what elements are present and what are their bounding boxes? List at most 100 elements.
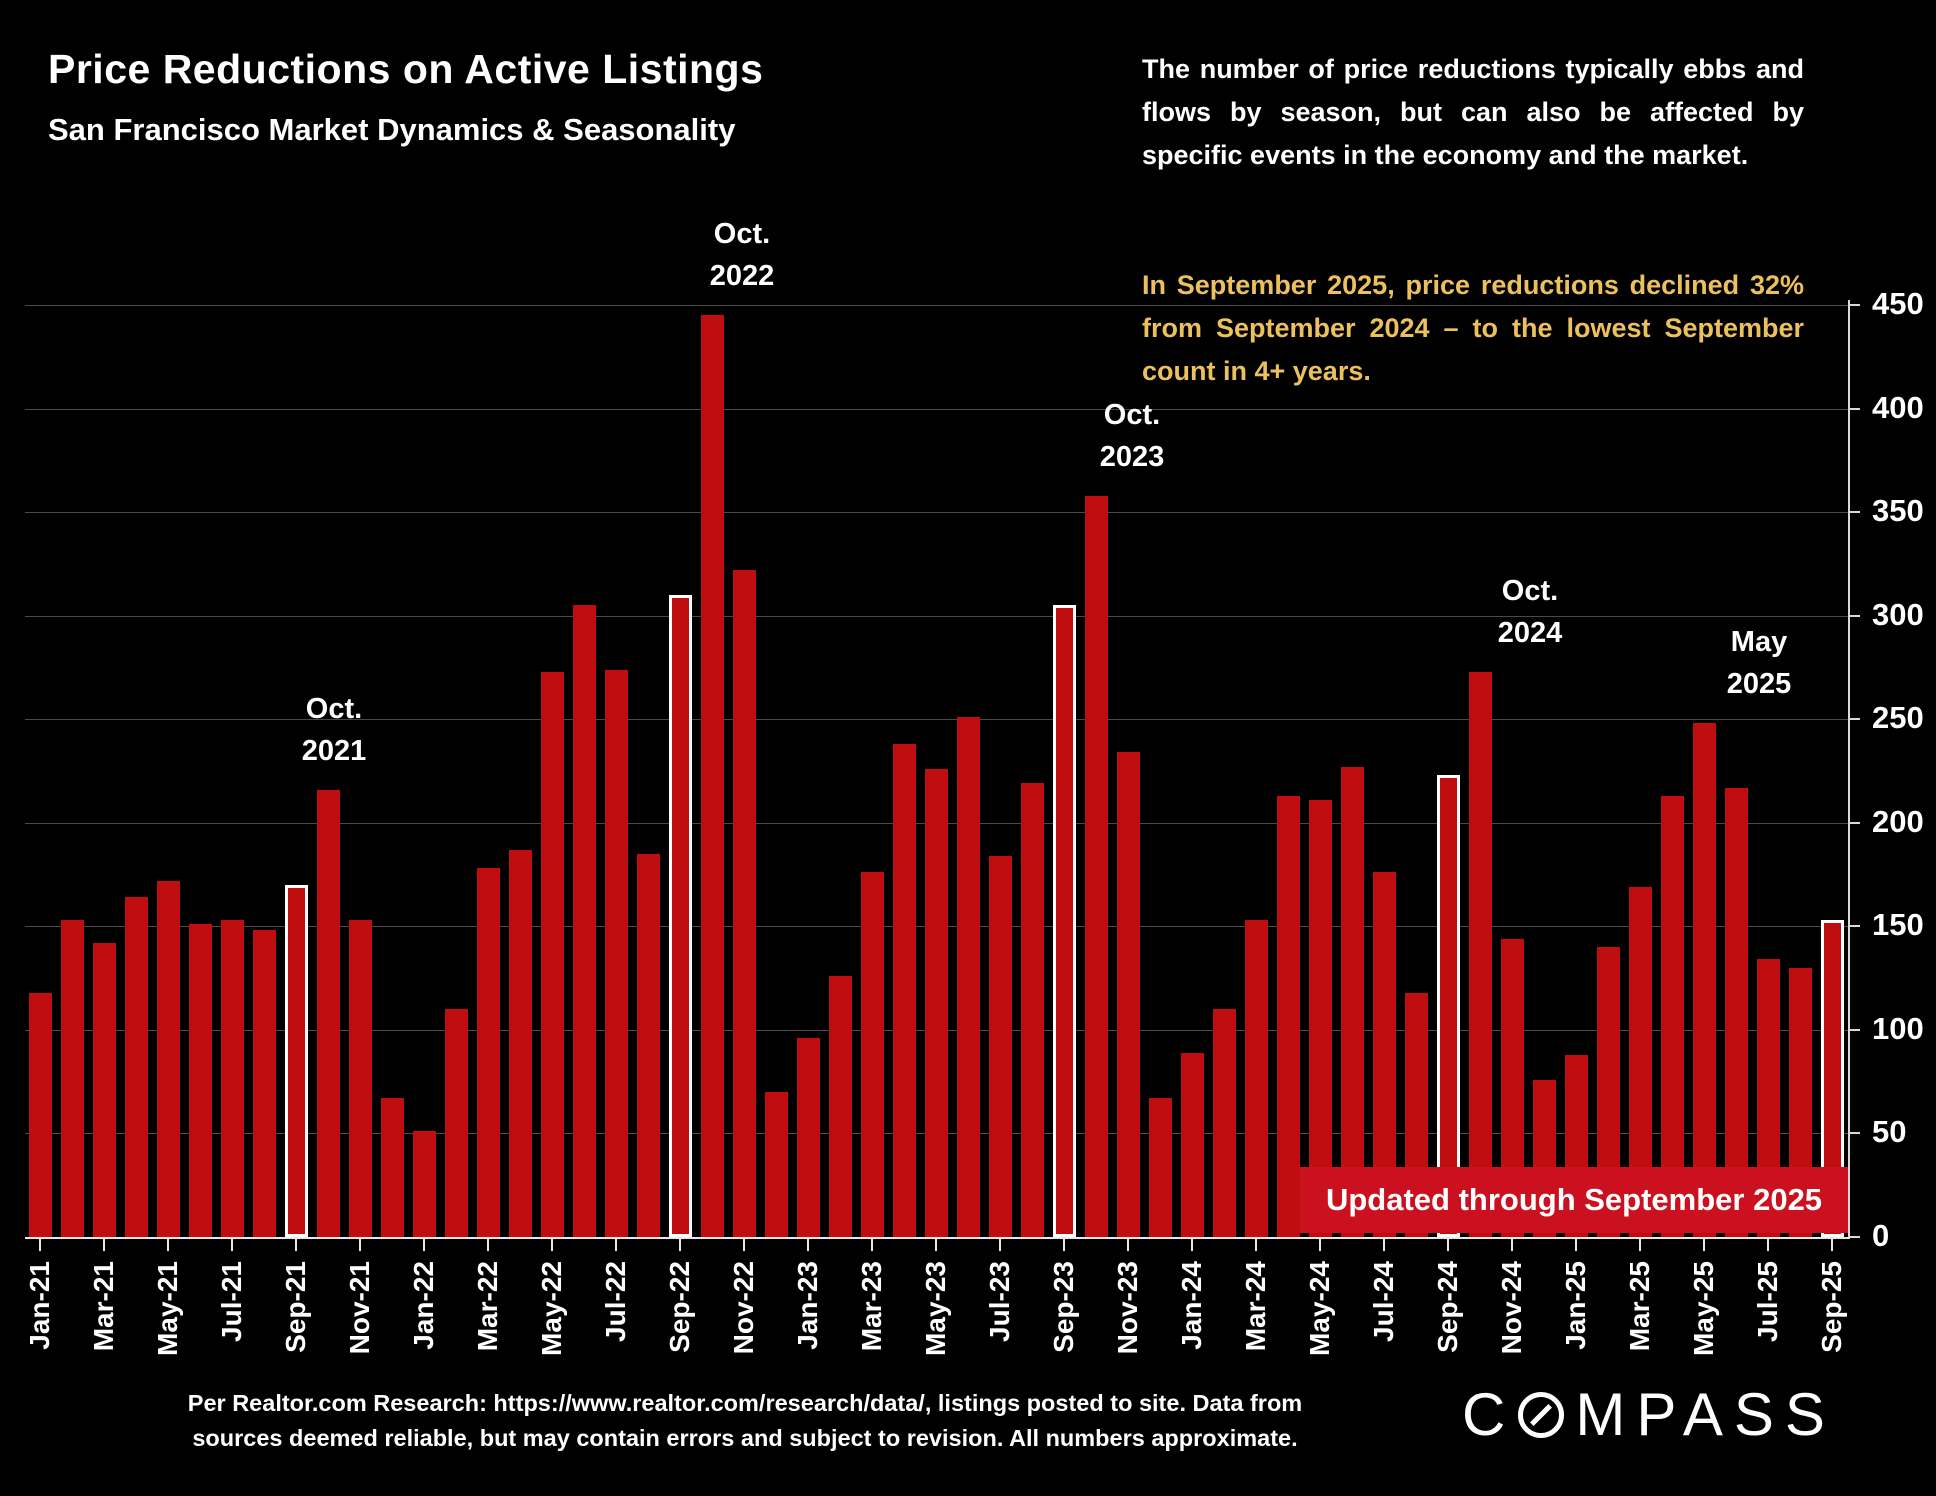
annotation-line2: 2021: [301, 734, 367, 767]
highlight-commentary-text: In September 2025, price reductions decl…: [1142, 270, 1804, 387]
x-axis-tick: [1063, 1239, 1065, 1251]
bar-Aug-21: [252, 930, 276, 1237]
y-axis-label: 250: [1872, 700, 1924, 736]
bar-Jan-24: [1180, 1052, 1204, 1237]
x-axis-label: Sep-23: [1048, 1261, 1079, 1353]
x-axis-tick: [1383, 1239, 1385, 1251]
bar-Sep-24: [1436, 775, 1460, 1237]
y-axis-label: 350: [1872, 493, 1924, 529]
page-subtitle: San Francisco Market Dynamics & Seasonal…: [48, 112, 736, 147]
bar-Apr-22: [508, 849, 532, 1237]
compass-logo-text-c: C: [1462, 1381, 1517, 1448]
x-axis-line: [25, 1237, 1850, 1239]
bar-Mar-24: [1244, 920, 1268, 1237]
y-axis-tick: [1848, 1236, 1860, 1238]
x-axis-label: May-25: [1688, 1261, 1719, 1356]
source-disclaimer-line2: sources deemed reliable, but may contain…: [192, 1425, 1298, 1452]
x-axis-label: Mar-21: [88, 1261, 119, 1352]
x-axis-tick: [807, 1239, 809, 1251]
source-disclaimer-line1: Per Realtor.com Research: https://www.re…: [187, 1390, 1303, 1416]
x-axis-tick: [1703, 1239, 1705, 1251]
bar-Feb-22: [444, 1009, 468, 1237]
compass-logo-o-icon: [1518, 1391, 1565, 1438]
bar-May-21: [156, 880, 180, 1237]
y-axis-spine: [1848, 300, 1850, 1239]
bar-Sep-23: [1052, 605, 1076, 1237]
x-axis-tick: [551, 1239, 553, 1251]
annotation-oct-2023: Oct. 2023: [1100, 394, 1165, 478]
bar-Feb-23: [828, 976, 852, 1237]
bar-Jan-21: [28, 992, 52, 1237]
x-axis-label: Jan-25: [1560, 1261, 1591, 1350]
bar-Feb-24: [1212, 1009, 1236, 1237]
x-axis-label: May-23: [920, 1261, 951, 1356]
y-axis-tick: [1848, 1028, 1860, 1031]
x-axis-tick: [1255, 1239, 1257, 1251]
bar-Apr-23: [892, 744, 916, 1237]
bar-Jan-23: [796, 1038, 820, 1237]
x-axis-label: Mar-23: [856, 1261, 887, 1352]
x-axis-label: Nov-21: [344, 1261, 375, 1355]
annotation-line1: May: [1730, 626, 1788, 659]
bar-May-23: [924, 768, 948, 1237]
bar-Oct-23: [1084, 495, 1108, 1237]
annotation-line2: 2024: [1497, 616, 1563, 649]
bar-Sep-25: [1820, 920, 1844, 1237]
gridline-300: [25, 615, 1848, 617]
x-axis-tick: [423, 1239, 425, 1251]
bar-Oct-24: [1468, 671, 1492, 1237]
x-axis-tick: [1127, 1239, 1129, 1251]
x-axis-tick: [167, 1239, 169, 1251]
x-axis-label: Sep-24: [1432, 1261, 1463, 1353]
updated-through-banner: Updated through September 2025: [1300, 1167, 1848, 1233]
compass-logo-text-mpass: MPASS: [1575, 1381, 1836, 1448]
annotation-may-2025: May 2025: [1727, 621, 1792, 705]
bar-Nov-22: [732, 570, 756, 1237]
bar-Jul-21: [220, 920, 244, 1237]
bar-Mar-23: [860, 872, 884, 1237]
annotation-line2: 2025: [1726, 668, 1792, 701]
y-axis-label: 400: [1872, 389, 1924, 425]
x-axis-tick: [1575, 1239, 1577, 1251]
x-axis-label: Sep-22: [664, 1261, 695, 1353]
x-axis-label: Sep-21: [280, 1261, 311, 1353]
bar-Dec-22: [764, 1092, 788, 1237]
bar-Sep-22: [668, 594, 692, 1237]
bar-Jun-22: [572, 605, 596, 1237]
bar-Apr-21: [124, 897, 148, 1237]
bar-May-24: [1308, 799, 1332, 1237]
bar-Apr-25: [1660, 795, 1684, 1237]
y-axis-tick: [1848, 1132, 1860, 1135]
x-axis-label: Nov-22: [728, 1261, 759, 1355]
x-axis-tick: [871, 1239, 873, 1251]
x-axis-label: Jul-25: [1752, 1261, 1783, 1342]
gridline-350: [25, 512, 1848, 514]
x-axis-tick: [1831, 1239, 1833, 1251]
x-axis-tick: [743, 1239, 745, 1251]
x-axis-tick: [1447, 1239, 1449, 1251]
bar-Sep-21: [284, 884, 308, 1237]
y-axis-label: 100: [1872, 1010, 1924, 1046]
annotation-line1: Oct.: [1501, 574, 1559, 607]
page-title: Price Reductions on Active Listings: [48, 46, 764, 92]
y-axis-tick: [1848, 614, 1860, 617]
x-axis-tick: [999, 1239, 1001, 1251]
x-axis-tick: [1639, 1239, 1641, 1251]
bar-Nov-23: [1116, 752, 1140, 1237]
y-axis-label: 50: [1872, 1114, 1907, 1150]
annotation-oct-2024: Oct. 2024: [1498, 570, 1563, 654]
bar-Mar-22: [476, 868, 500, 1237]
bar-Feb-21: [60, 920, 84, 1237]
bar-Aug-23: [1020, 783, 1044, 1237]
x-axis-tick: [615, 1239, 617, 1251]
y-axis-label: 300: [1872, 596, 1924, 632]
annotation-oct-2021: Oct. 2021: [302, 688, 367, 772]
bar-May-22: [540, 671, 564, 1237]
bar-Apr-24: [1276, 795, 1300, 1237]
y-axis-tick: [1848, 304, 1860, 306]
y-axis-tick: [1848, 821, 1860, 824]
bar-Oct-22: [700, 315, 724, 1237]
x-axis-label: May-21: [152, 1261, 183, 1356]
bar-Dec-21: [380, 1098, 404, 1237]
